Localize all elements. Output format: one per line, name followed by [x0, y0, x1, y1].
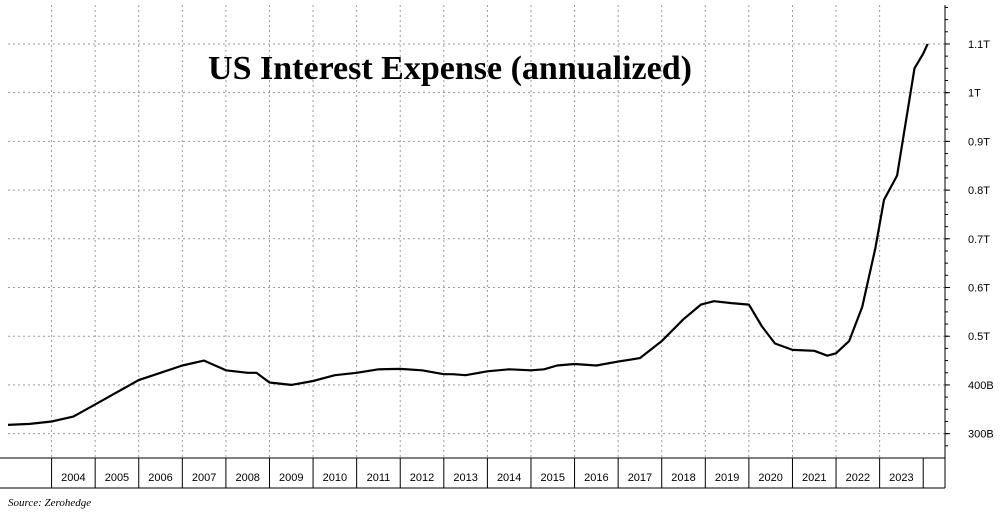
x-tick-label: 2017 — [628, 472, 652, 484]
x-tick-label: 2010 — [323, 472, 347, 484]
x-tick-label: 2018 — [671, 472, 695, 484]
x-tick-label: 2004 — [61, 472, 85, 484]
y-tick-label: 300B — [968, 429, 994, 441]
x-tick-label: 2021 — [802, 472, 826, 484]
x-tick-label: 2012 — [410, 472, 434, 484]
interest-expense-line — [7, 43, 929, 426]
y-tick-label: 400B — [968, 380, 994, 392]
y-tick-label: 1.1T — [968, 39, 990, 51]
x-tick-label: 2023 — [889, 472, 913, 484]
x-tick-label: 2011 — [367, 472, 391, 484]
x-tick-label: 2020 — [758, 472, 782, 484]
x-tick-label: 2007 — [192, 472, 216, 484]
y-tick-labels: 300B 400B 0.5T 0.6T 0.7T 0.8T 0.9T 1T 1.1T — [968, 39, 994, 441]
x-tick-labels: 2004 2005 2006 2007 2008 2009 2010 2011 2012 2013… — [61, 472, 914, 484]
x-tick-label: 2019 — [715, 472, 739, 484]
axes — [0, 5, 950, 489]
x-tick-label: 2008 — [235, 472, 259, 484]
x-tick-label: 2005 — [105, 472, 129, 484]
y-tick-label: 1T — [968, 88, 981, 100]
x-tick-label: 2015 — [541, 472, 565, 484]
gridlines — [8, 5, 945, 458]
y-tick-label: 0.7T — [968, 234, 990, 246]
y-tick-label: 0.5T — [968, 331, 990, 343]
source-note: Source: Zerohedge — [8, 497, 91, 509]
x-tick-label: 2006 — [148, 472, 172, 484]
x-tick-label: 2022 — [846, 472, 870, 484]
y-tick-label: 0.8T — [968, 185, 990, 197]
chart-title: US Interest Expense (annualized) — [208, 50, 692, 87]
x-tick-label: 2013 — [453, 472, 477, 484]
y-tick-label: 0.9T — [968, 136, 990, 148]
x-tick-label: 2014 — [497, 472, 521, 484]
y-tick-label: 0.6T — [968, 283, 990, 295]
x-tick-label: 2016 — [584, 472, 608, 484]
x-tick-label: 2009 — [279, 472, 303, 484]
